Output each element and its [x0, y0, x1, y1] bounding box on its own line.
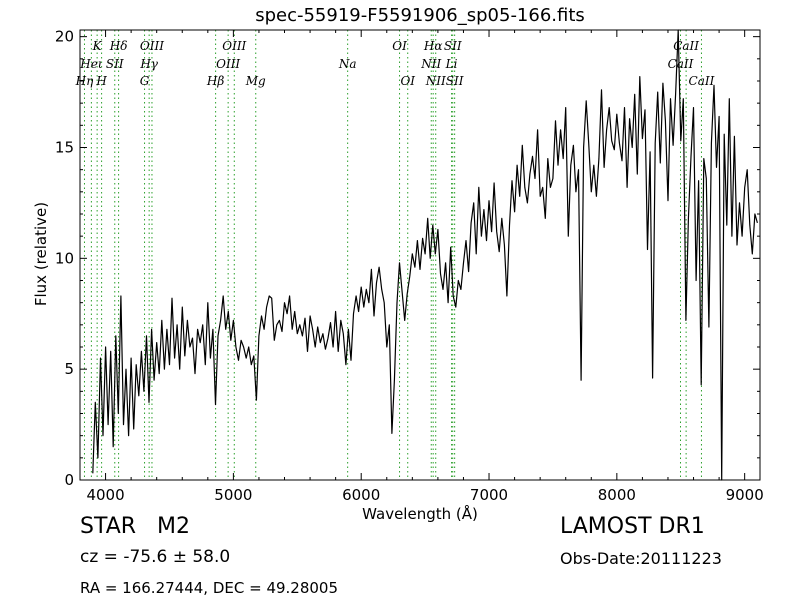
x-tick-label: 9000 [726, 486, 764, 504]
spectral-line-label: SII [444, 39, 462, 53]
spectral-line-label: Li [445, 57, 458, 71]
spectral-line-label: G [140, 74, 150, 88]
x-axis-label: Wavelength (Å) [362, 505, 478, 523]
spectral-line-label: CaII [668, 57, 694, 71]
x-tick-label: 7000 [470, 486, 508, 504]
spectral-line-label: NII [425, 74, 446, 88]
spectral-line-label: OIII [216, 57, 240, 71]
x-tick-label: 6000 [342, 486, 380, 504]
x-axis: 4000 5000 6000 7000 8000 9000 [79, 30, 764, 504]
spectral-line-label: Heι [79, 57, 102, 71]
plot-frame [79, 29, 761, 481]
y-axis: 0 5 10 15 20 [55, 28, 760, 489]
spectral-line-label: SII [446, 74, 464, 88]
survey-name: LAMOST DR1 [560, 514, 705, 539]
observation-date: Obs-Date:20111223 [560, 549, 722, 568]
y-tick-label: 10 [55, 249, 74, 267]
redshift-value: cz = -75.6 ± 58.0 [80, 547, 231, 567]
y-tick-label: 0 [64, 471, 74, 489]
y-tick-label: 5 [64, 360, 74, 378]
x-tick-label: 4000 [86, 486, 124, 504]
spectral-line-label: Hγ [139, 57, 158, 71]
x-tick-label: 5000 [214, 486, 252, 504]
spectral-line-label: OIII [222, 39, 246, 53]
spectral-line-label: K [92, 39, 103, 53]
spectral-line-label: OI [400, 74, 415, 88]
spectral-line-label: OIII [140, 39, 164, 53]
coordinates: RA = 166.27444, DEC = 49.28005 [80, 579, 339, 597]
spectral-line-labels: Hη Heι K H SII Hδ G Hγ OIII Hβ OIII OIII Mg Na OI OI NII… [75, 39, 715, 88]
spectral-line-label: CaII [673, 39, 699, 53]
y-axis-label: Flux (relative) [32, 201, 50, 307]
spectral-line-label: CaII [689, 74, 715, 88]
spectral-line-label: Hη [75, 74, 94, 88]
spectrum-series [92, 29, 758, 481]
spectral-line-label: Hβ [206, 74, 224, 88]
spectral-line-label: OI [392, 39, 407, 53]
spectral-line-label: H [95, 74, 107, 88]
spectral-line-label: SII [106, 57, 124, 71]
spectral-line-label: NII [420, 57, 441, 71]
spectral-line-label: Mg [245, 74, 266, 88]
y-tick-label: 15 [55, 138, 74, 156]
object-class: STAR M2 [80, 514, 190, 539]
spectral-line-label: Na [338, 57, 357, 71]
y-tick-label: 20 [55, 28, 74, 46]
spectrum-line [92, 29, 758, 481]
x-tick-label: 8000 [598, 486, 636, 504]
chart-title: spec-55919-F5591906_sp05-166.fits [255, 5, 585, 26]
spectral-line-label: Hδ [109, 39, 128, 53]
spectral-line-label: Hα [423, 39, 443, 53]
